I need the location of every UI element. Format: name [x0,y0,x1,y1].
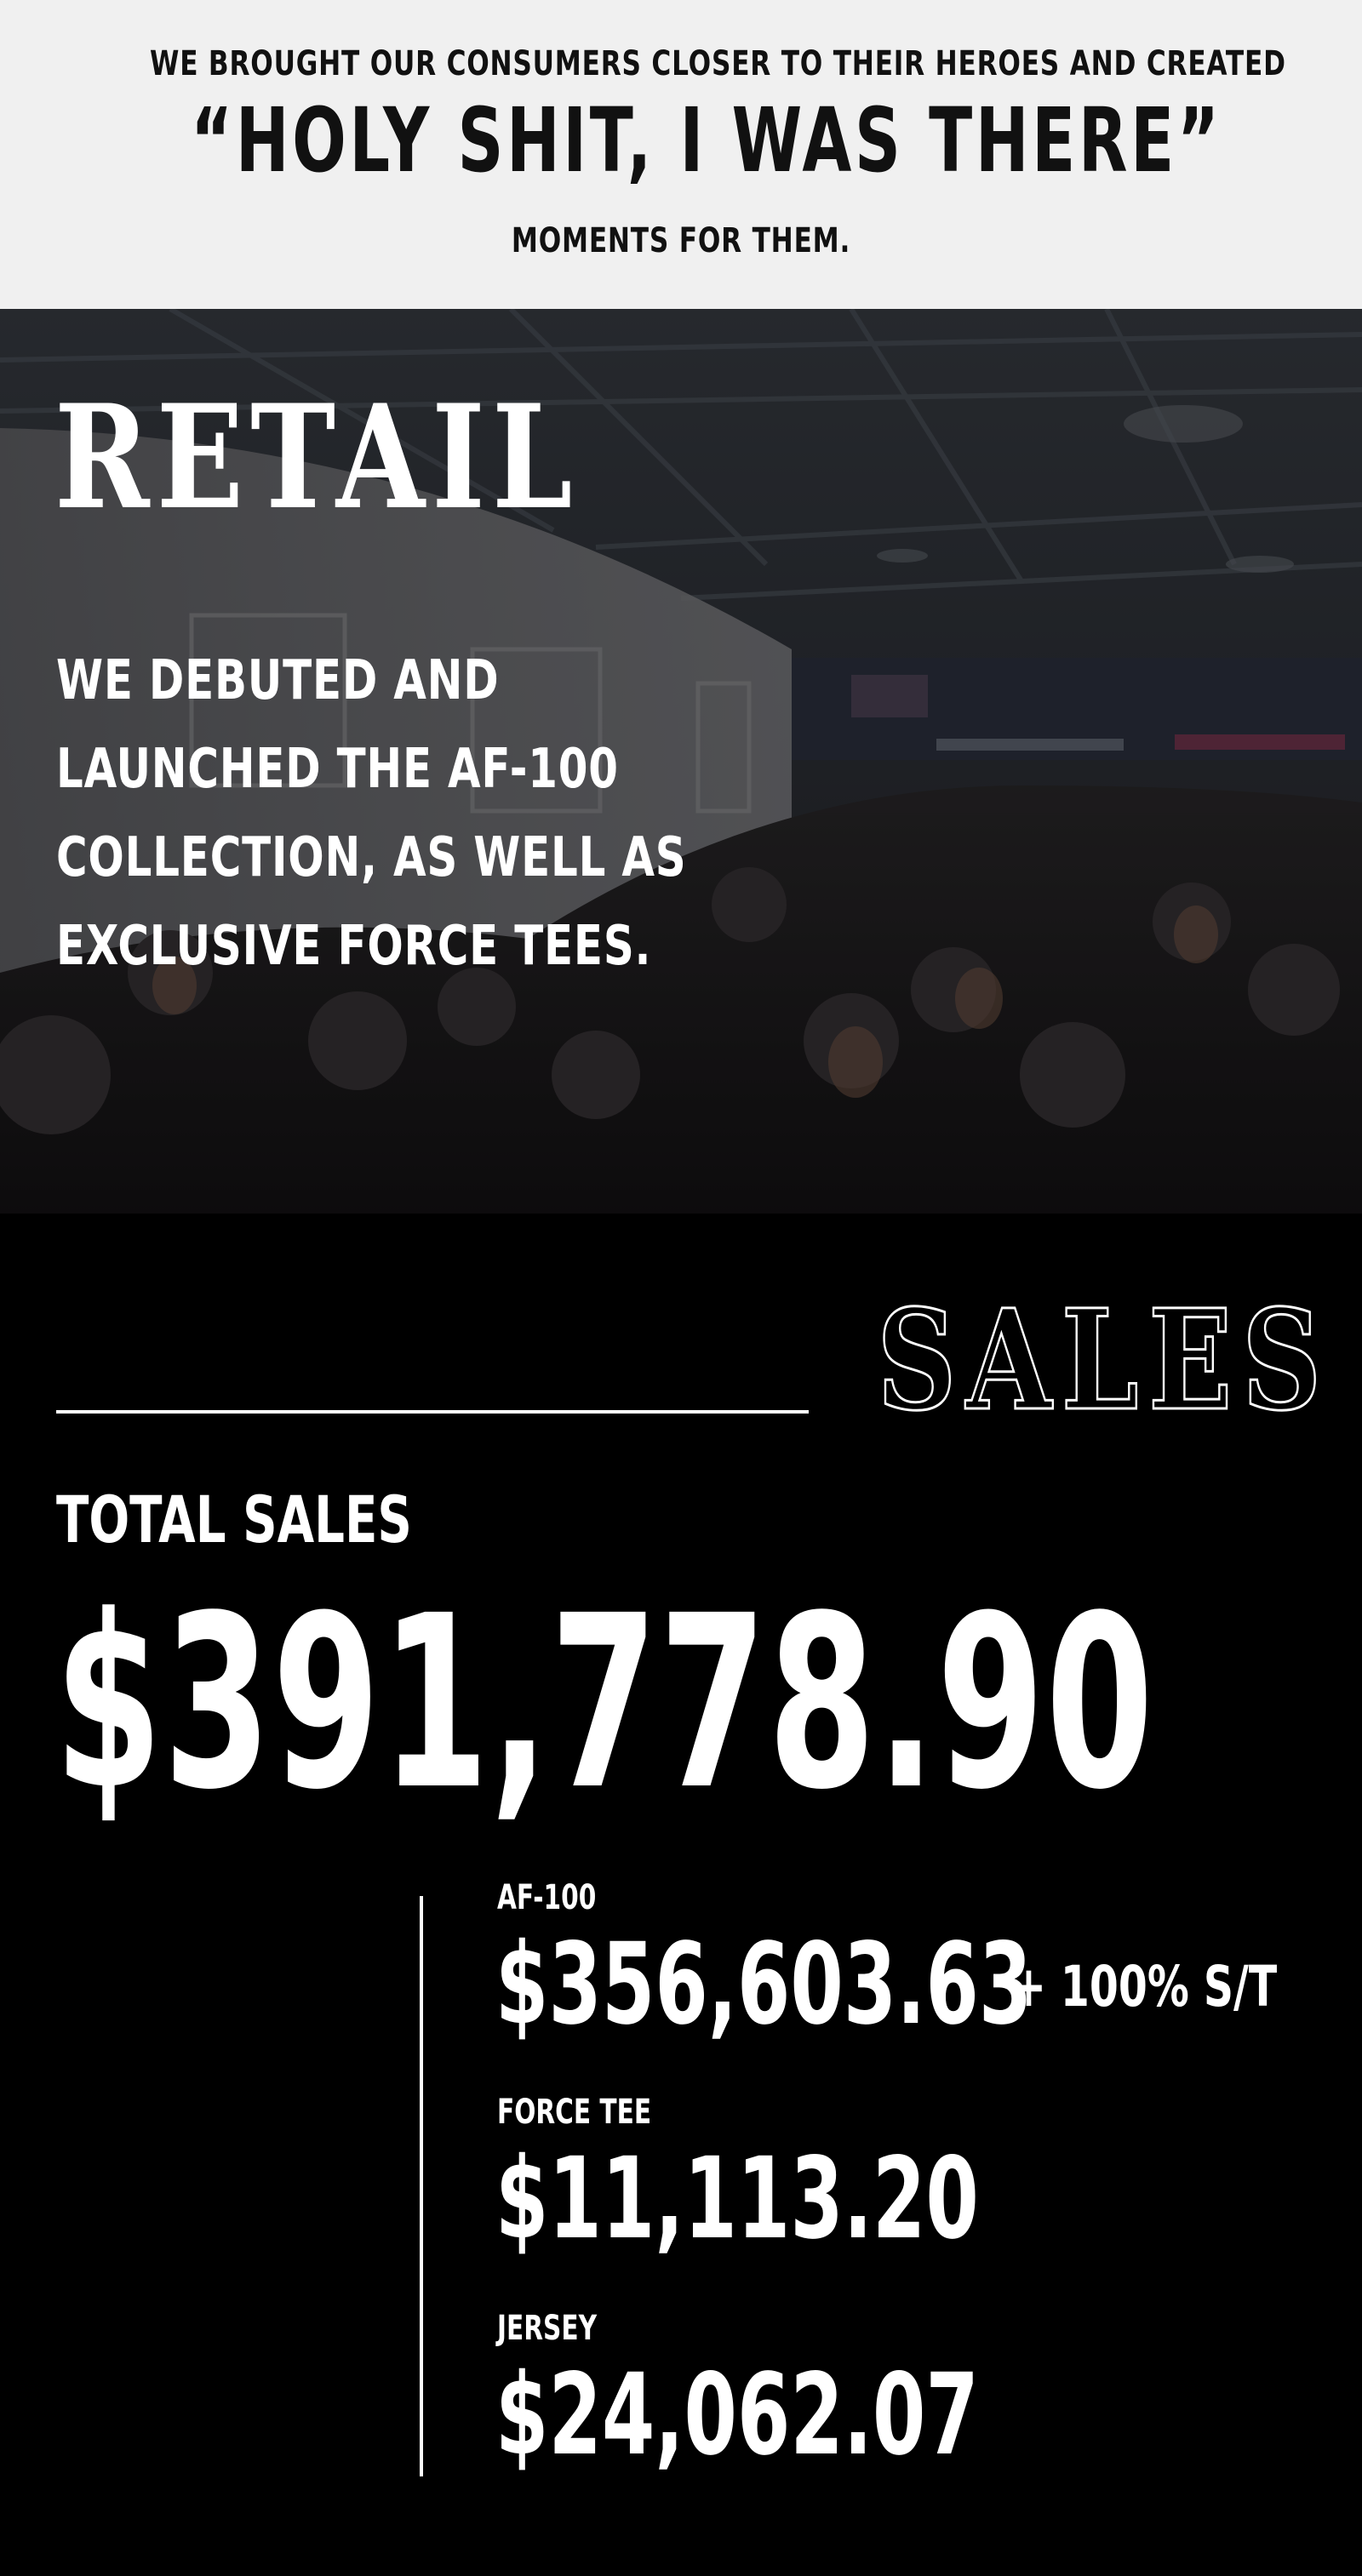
header-intro-text: WE BROUGHT OUR CONSUMERS CLOSER TO THEIR… [150,44,1286,83]
sales-heading: SALES [876,1280,1331,1442]
af100-value: $356,603.63 [495,1919,1033,2050]
force-tee-label: FORCE TEE [497,2093,652,2132]
af100-label: AF-100 [497,1878,597,1917]
total-sales-value: $391,778.90 [54,1565,1155,1842]
af100-sell-through: + 100% S/T [1011,1954,1278,2019]
jersey-value: $24,062.07 [495,2350,979,2481]
breakdown-divider [420,1896,423,2476]
retail-description: WE DEBUTED AND LAUNCHED THE AF-100 COLLE… [56,637,687,991]
total-sales-label: TOTAL SALES [56,1482,412,1557]
header-outro-text: MOMENTS FOR THEM. [511,221,851,260]
retail-title: RETAIL [54,373,580,541]
retail-photo-section: RETAIL WE DEBUTED AND LAUNCHED THE AF-10… [0,309,1362,1214]
jersey-label: JERSEY [497,2309,598,2348]
retail-description-line: WE DEBUTED AND [56,649,500,712]
retail-description-line: COLLECTION, AS WELL AS [56,826,687,889]
crowd-event-photo [0,309,1362,1214]
header-quote: “HOLY SHIT, I WAS THERE” [191,89,1222,192]
header-banner: WE BROUGHT OUR CONSUMERS CLOSER TO THEIR… [0,0,1362,309]
force-tee-value: $11,113.20 [495,2133,979,2265]
sales-divider-line [56,1410,809,1414]
retail-description-line: EXCLUSIVE FORCE TEES. [56,915,652,978]
retail-description-line: LAUNCHED THE AF-100 [56,738,619,801]
